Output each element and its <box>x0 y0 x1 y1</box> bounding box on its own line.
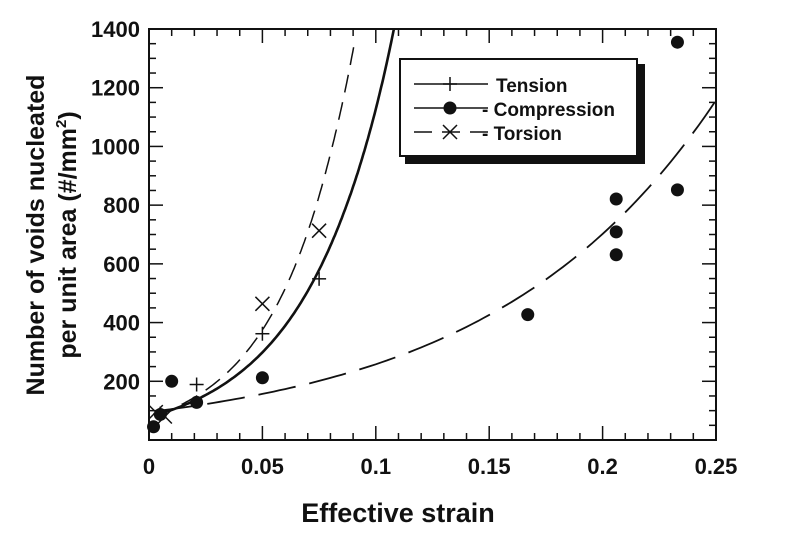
y-axis-label-line1: Number of voids nucleated <box>22 75 50 396</box>
compression-point <box>609 225 623 239</box>
data-points <box>147 35 684 434</box>
legend-marker-tension <box>443 77 457 91</box>
torsion-point <box>254 296 270 312</box>
y-tick-label: 1200 <box>91 76 140 101</box>
compression-point <box>255 371 269 385</box>
cross-b <box>254 296 270 312</box>
x-tick-label: 0.05 <box>241 454 284 479</box>
tension-fit-curve <box>155 29 396 417</box>
x-tick-label: 0.15 <box>468 454 511 479</box>
plot-frame <box>148 28 717 441</box>
compression-point <box>670 35 684 49</box>
cross-b <box>148 404 164 420</box>
legend-marker-torsion <box>442 124 458 140</box>
compression-point <box>609 248 623 262</box>
y-tick-label: 200 <box>103 369 140 394</box>
cross-b <box>442 124 458 140</box>
tension-point <box>255 326 270 341</box>
legend-marker-compression <box>443 101 457 115</box>
legend-label-torsion: - Torsion <box>482 124 562 145</box>
cross-b <box>311 223 327 239</box>
x-axis-label: Effective strain <box>301 498 495 528</box>
x-tick-label: 0.25 <box>695 454 738 479</box>
y-tick-label: 600 <box>103 252 140 277</box>
tension-point <box>312 271 327 286</box>
compression-point <box>147 420 161 434</box>
x-tick-label: 0.2 <box>587 454 618 479</box>
y-axis-label-line2: per unit area (#/mm2) <box>53 111 82 358</box>
y-tick-label: 400 <box>103 311 140 336</box>
y-tick-label: 1000 <box>91 134 140 159</box>
tick-labels: 0 0.05 0.1 0.15 0.2 0.25 200 400 600 800 1000 1200 1… <box>91 17 737 479</box>
compression-point <box>521 308 535 322</box>
compression-point <box>670 183 684 197</box>
torsion-point <box>311 223 327 239</box>
compression-point <box>165 374 179 388</box>
compression-point <box>609 192 623 206</box>
compression-fit-curve <box>155 99 716 413</box>
torsion-point <box>157 408 173 425</box>
compression-point <box>153 407 167 421</box>
tension-point <box>189 377 204 392</box>
axis-ticks <box>148 28 717 441</box>
torsion-point <box>148 404 164 420</box>
y-tick-label: 1400 <box>91 17 140 42</box>
cross-b <box>157 408 173 425</box>
y-tick-label: 800 <box>103 193 140 218</box>
legend-label-compression: - Compression <box>482 100 615 121</box>
compression-point <box>190 395 204 409</box>
x-tick-label: 0 <box>143 454 155 479</box>
legend: Tension - Compression - Torsion <box>399 58 645 164</box>
legend-label-tension: Tension <box>496 76 567 97</box>
x-tick-label: 0.1 <box>361 454 392 479</box>
